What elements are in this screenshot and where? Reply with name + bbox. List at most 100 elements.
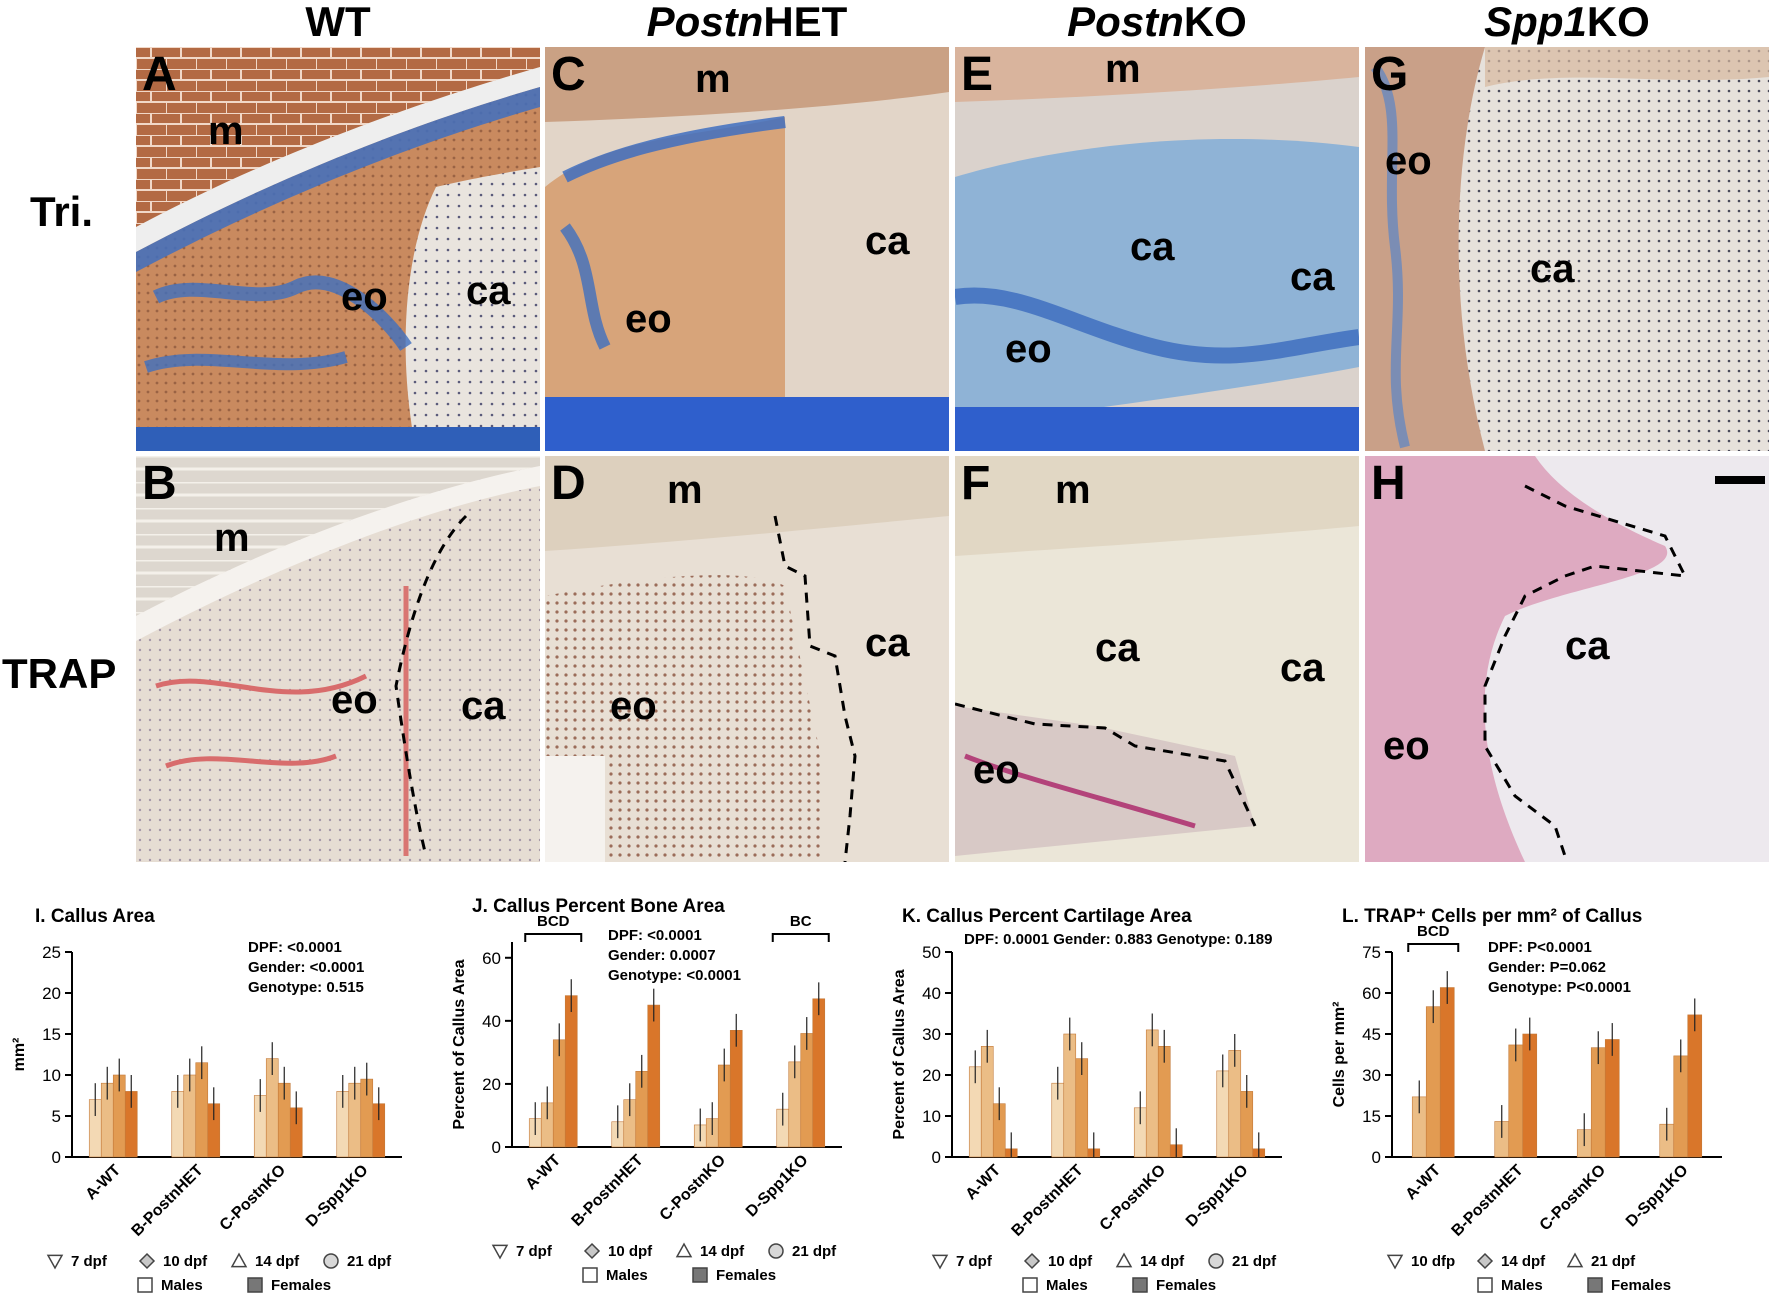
y-tick-label: 30	[1362, 1066, 1381, 1085]
region-label: eo	[1385, 139, 1432, 183]
gene-name: Postn	[1067, 0, 1184, 45]
significance-bracket	[524, 933, 583, 942]
x-category-label: D-Spp1KO	[303, 1162, 372, 1231]
legend-marker-triangle-up	[230, 1252, 248, 1268]
x-category-label: D-Spp1KO	[743, 1152, 812, 1221]
bar	[1508, 1044, 1524, 1158]
legend-marker-diamond	[583, 1242, 601, 1260]
region-label: ca	[1530, 247, 1575, 291]
y-tick-label: 15	[42, 1025, 61, 1044]
legend-marker-circle	[1208, 1253, 1224, 1269]
region-label: eo	[625, 297, 672, 341]
region-label: ca	[1095, 626, 1140, 670]
region-label: ca	[865, 621, 910, 665]
y-tick-label: 45	[1362, 1025, 1381, 1044]
legend-label: 21 dpf	[792, 1243, 837, 1260]
legend-marker-triangle-up	[1115, 1252, 1133, 1268]
legend-marker-circle	[323, 1253, 339, 1269]
chart-i-callus-area: I. Callus Area 0 5 10 15 20 25 mm² A-WT B-PostnHE…	[0, 870, 440, 1306]
panel-letter: G	[1371, 48, 1409, 101]
legend-label: 14 dpf	[255, 1253, 300, 1270]
panel-letter: C	[551, 48, 586, 101]
legend-label: Females	[271, 1277, 331, 1294]
y-tick-label: 10	[42, 1066, 61, 1085]
chart-svg: J. Callus Percent Bone Area 0 20 40 60 Percen…	[451, 896, 842, 1284]
x-category-label: D-Spp1KO	[1623, 1162, 1692, 1231]
region-label: eo	[1383, 724, 1430, 768]
micrograph-panel-h: H ca eo	[1365, 456, 1769, 862]
legend-label: 10 dfp	[1411, 1253, 1455, 1270]
y-tick-label: 5	[52, 1107, 61, 1126]
chart-svg: I. Callus Area 0 5 10 15 20 25 mm² A-WT B-PostnHE…	[11, 906, 402, 1294]
y-tick-label: 40	[482, 1012, 501, 1031]
significance-bracket	[771, 933, 830, 942]
chart-title: L. TRAP⁺ Cells per mm² of Callus	[1342, 906, 1642, 927]
micrograph-panel-c: C m ca eo	[545, 47, 949, 451]
panel-letter: B	[142, 457, 177, 510]
stats-text: DPF: P<0.0001	[1488, 939, 1592, 956]
region-label: m	[1055, 468, 1091, 512]
legend-label: 7 dpf	[516, 1243, 553, 1260]
bar	[647, 1004, 661, 1148]
bar	[812, 998, 826, 1148]
chart-title: J. Callus Percent Bone Area	[472, 896, 725, 917]
chart-l-trap-cells: L. TRAP⁺ Cells per mm² of Callus 0 15 30 45 6…	[1320, 870, 1772, 1306]
micrograph-panel-d: D m ca eo	[545, 456, 949, 862]
x-category-label: C-PostnKO	[217, 1162, 289, 1234]
legend-marker-square	[247, 1277, 263, 1293]
x-category-label: B-PostnHET	[129, 1162, 207, 1240]
legend-marker-triangle-down	[931, 1254, 949, 1270]
legend-label: Females	[1611, 1277, 1671, 1294]
region-label: ca	[1280, 646, 1325, 690]
legend-label: 21 dpf	[1591, 1253, 1636, 1270]
column-header-wt: WT	[136, 0, 540, 44]
column-header-postn-het: PostnHET	[545, 0, 949, 44]
region-label: ca	[1565, 624, 1610, 668]
region-label: eo	[341, 275, 388, 319]
bar	[1604, 1039, 1620, 1158]
legend-label: Males	[1046, 1277, 1088, 1294]
micrograph-panel-g: G eo ca	[1365, 47, 1769, 451]
bar	[729, 1030, 743, 1148]
legend-label: 14 dpf	[1501, 1253, 1546, 1270]
chart-svg: L. TRAP⁺ Cells per mm² of Callus 0 15 30 45 6…	[1331, 906, 1722, 1294]
region-label: ca	[461, 684, 506, 728]
stats-text: Genotype: 0.515	[248, 979, 364, 996]
region-label: m	[667, 468, 703, 512]
legend-marker-triangle-up	[1566, 1252, 1584, 1268]
bar	[1425, 1006, 1441, 1158]
y-tick-label: 25	[42, 943, 61, 962]
region-label: eo	[973, 748, 1020, 792]
stats-text: DPF: 0.0001 Gender: 0.883 Genotype: 0.18…	[964, 931, 1272, 948]
genotype-suffix: KO	[1183, 0, 1247, 45]
significance-label: BC	[790, 913, 812, 930]
region-label: ca	[1130, 225, 1175, 269]
bar	[1687, 1014, 1703, 1158]
x-category-label: A-WT	[83, 1162, 125, 1204]
x-category-label: C-PostnKO	[657, 1152, 729, 1224]
legend-marker-square	[1022, 1277, 1038, 1293]
legend-label: Females	[1156, 1277, 1216, 1294]
panel-letter: F	[961, 457, 991, 510]
chart-svg: K. Callus Percent Cartilage Area 0 10 20 30 4…	[891, 906, 1282, 1294]
significance-label: BCD	[1417, 923, 1450, 940]
stats-text: DPF: <0.0001	[248, 939, 342, 956]
bar	[1145, 1029, 1159, 1158]
legend-label: 21 dpf	[1232, 1253, 1277, 1270]
column-header-text: WT	[305, 0, 371, 45]
legend-label: 10 dpf	[1048, 1253, 1093, 1270]
genotype-suffix: HET	[763, 0, 848, 45]
legend-marker-diamond	[1023, 1252, 1041, 1270]
significance-bracket	[1407, 943, 1460, 952]
genotype-suffix: KO	[1586, 0, 1650, 45]
bar	[980, 1046, 994, 1158]
legend-marker-triangle-up	[675, 1242, 693, 1258]
region-label: ca	[1290, 255, 1335, 299]
legend-marker-square	[1587, 1277, 1603, 1293]
row-label-trap: TRAP	[2, 650, 117, 697]
y-axis-label: Percent of Callus Area	[451, 959, 468, 1129]
x-category-label: B-PostnHET	[1449, 1162, 1527, 1240]
legend-label: 10 dpf	[163, 1253, 208, 1270]
stats-text: Gender: <0.0001	[248, 959, 364, 976]
chart-title: K. Callus Percent Cartilage Area	[902, 906, 1192, 927]
